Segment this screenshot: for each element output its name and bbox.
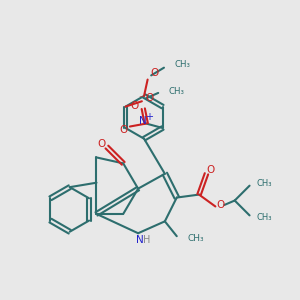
Text: O: O — [98, 139, 106, 149]
Text: CH₃: CH₃ — [174, 60, 190, 69]
Text: O: O — [206, 165, 214, 175]
Text: CH₃: CH₃ — [257, 179, 272, 188]
Text: O: O — [145, 93, 153, 103]
Text: O: O — [217, 200, 225, 210]
Text: O: O — [150, 68, 158, 78]
Text: N: N — [136, 235, 143, 245]
Text: ⁻: ⁻ — [138, 94, 143, 104]
Text: O: O — [119, 125, 128, 135]
Text: N: N — [139, 116, 146, 126]
Text: H: H — [143, 235, 150, 245]
Text: +: + — [145, 112, 153, 122]
Text: CH₃: CH₃ — [187, 234, 204, 243]
Text: O: O — [131, 101, 139, 111]
Text: CH₃: CH₃ — [169, 87, 184, 96]
Text: CH₃: CH₃ — [257, 213, 272, 222]
